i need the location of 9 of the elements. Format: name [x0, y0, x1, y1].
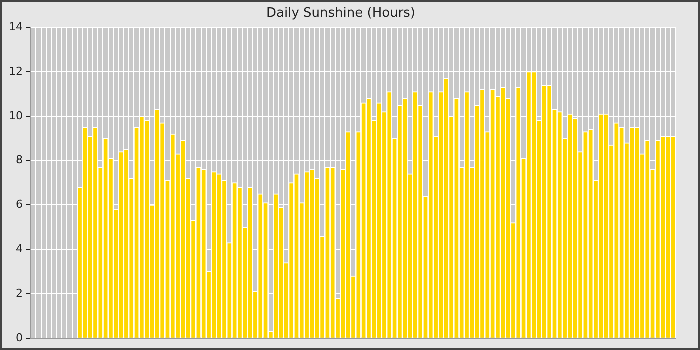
- y-tick-label: 14: [8, 20, 23, 34]
- y-tick-label: 6: [16, 198, 23, 212]
- y-tick-label: 10: [8, 109, 23, 122]
- y-tick-label: 4: [16, 242, 23, 256]
- y-tick-label: 8: [16, 154, 23, 167]
- y-tick-label: 12: [8, 64, 23, 78]
- y-tick-label: 2: [16, 286, 23, 300]
- y-tick-label: 0: [16, 331, 23, 344]
- chart-title: Daily Sunshine (Hours): [266, 6, 416, 22]
